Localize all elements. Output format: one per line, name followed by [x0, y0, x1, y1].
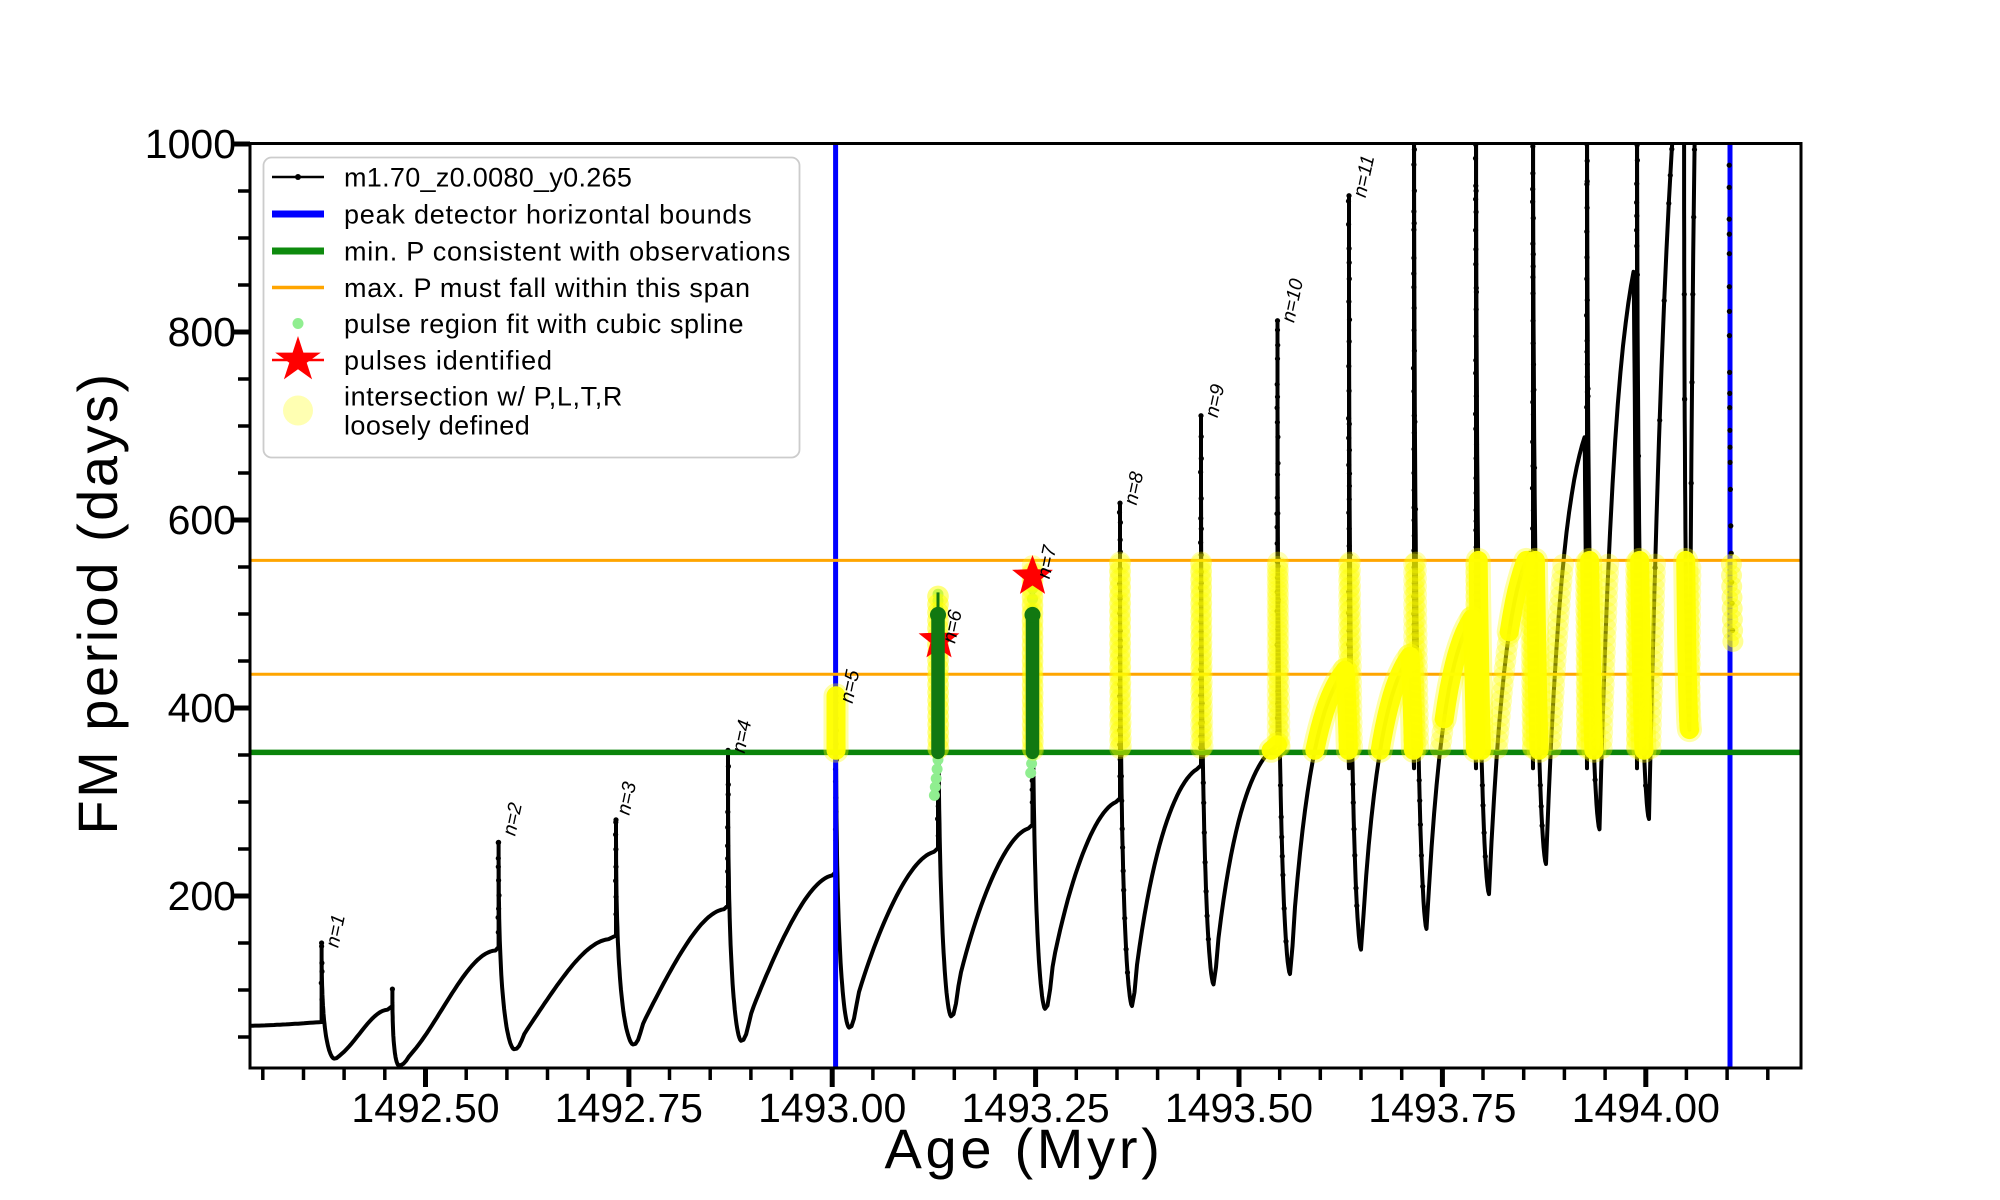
svg-text:FM period (days): FM period (days)	[66, 371, 129, 834]
svg-text:1493.75: 1493.75	[1368, 1085, 1516, 1131]
svg-text:peak detector horizontal bound: peak detector horizontal bounds	[344, 200, 752, 230]
svg-text:1493.25: 1493.25	[961, 1085, 1109, 1131]
svg-text:1492.50: 1492.50	[351, 1085, 499, 1131]
svg-text:max. P must fall within this s: max. P must fall within this span	[344, 273, 751, 303]
svg-text:loosely defined: loosely defined	[344, 411, 530, 441]
svg-text:400: 400	[168, 685, 236, 731]
svg-text:intersection w/ P,L,T,R: intersection w/ P,L,T,R	[344, 382, 623, 412]
svg-text:pulses identified: pulses identified	[344, 346, 553, 376]
svg-text:1493.50: 1493.50	[1165, 1085, 1313, 1131]
svg-text:1493.00: 1493.00	[758, 1085, 906, 1131]
svg-text:m1.70_z0.0080_y0.265: m1.70_z0.0080_y0.265	[344, 163, 632, 193]
svg-text:800: 800	[168, 309, 236, 355]
svg-text:1000: 1000	[145, 121, 236, 167]
svg-text:pulse region fit with cubic sp: pulse region fit with cubic spline	[344, 309, 744, 339]
svg-text:600: 600	[168, 497, 236, 543]
svg-text:200: 200	[168, 873, 236, 919]
svg-text:Age (Myr): Age (Myr)	[884, 1117, 1163, 1180]
svg-text:min. P consistent with observa: min. P consistent with observations	[344, 237, 791, 267]
svg-text:1494.00: 1494.00	[1572, 1085, 1720, 1131]
svg-text:1492.75: 1492.75	[555, 1085, 703, 1131]
